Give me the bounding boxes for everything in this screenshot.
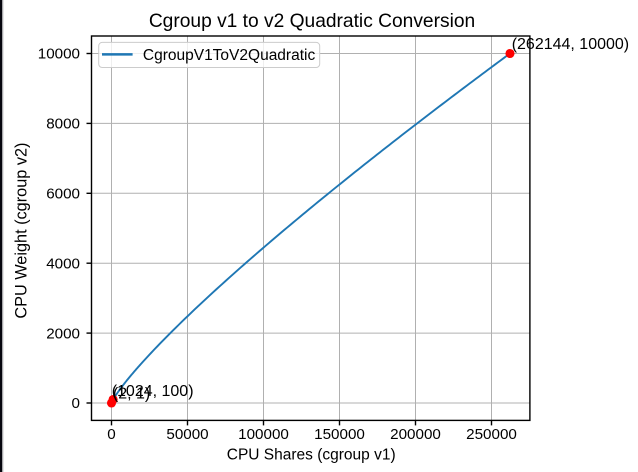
svg-text:CgroupV1ToV2Quadratic: CgroupV1ToV2Quadratic: [143, 47, 316, 64]
svg-text:10000: 10000: [38, 46, 80, 63]
svg-text:200000: 200000: [390, 426, 441, 443]
svg-text:Cgroup v1 to v2 Quadratic Conv: Cgroup v1 to v2 Quadratic Conversion: [149, 11, 475, 32]
svg-text:6000: 6000: [46, 186, 80, 203]
svg-text:(1024, 100): (1024, 100): [112, 383, 194, 400]
svg-text:0: 0: [107, 426, 115, 443]
svg-text:0: 0: [72, 395, 80, 412]
svg-text:2000: 2000: [46, 325, 80, 342]
svg-text:(2, 1): (2, 1): [113, 386, 150, 403]
svg-text:CPU Weight (cgroup v2): CPU Weight (cgroup v2): [13, 143, 31, 319]
svg-text:100000: 100000: [238, 426, 289, 443]
svg-text:4000: 4000: [46, 255, 80, 272]
svg-text:150000: 150000: [314, 426, 365, 443]
svg-text:CPU Shares (cgroup v1): CPU Shares (cgroup v1): [227, 447, 396, 464]
svg-text:250000: 250000: [466, 426, 517, 443]
svg-text:50000: 50000: [166, 426, 208, 443]
svg-text:8000: 8000: [46, 116, 80, 133]
svg-text:(262144, 10000): (262144, 10000): [512, 36, 629, 53]
